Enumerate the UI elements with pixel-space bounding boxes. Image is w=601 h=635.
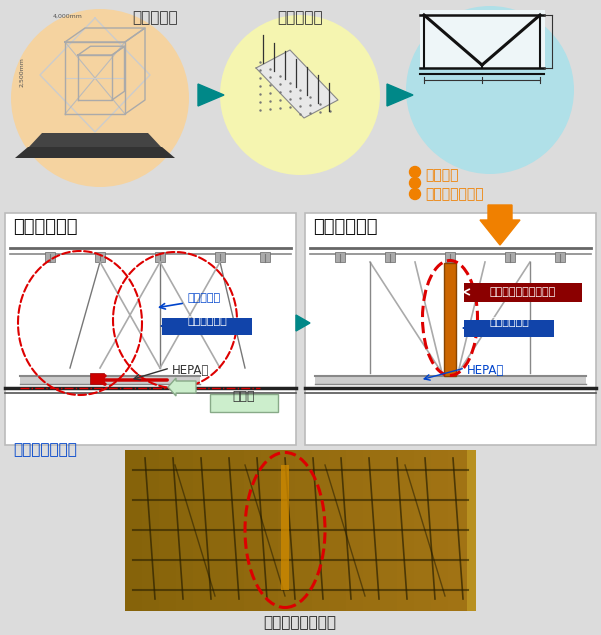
Bar [448,450,467,611]
Bar [155,252,165,262]
Text: 吊りボルト: 吊りボルト [187,293,220,303]
Text: 耐震ブレース: 耐震ブレース [489,317,529,327]
Polygon shape [256,50,338,118]
Bar [414,450,433,611]
Circle shape [409,166,421,178]
Bar [125,450,476,611]
Bar [295,450,314,611]
Text: 天井が浮上がる: 天井が浮上がる [13,442,77,457]
Bar [312,450,331,611]
Bar [464,320,554,337]
Text: 耐震支柱（座屈防止）: 耐震支柱（座屈防止） [490,287,556,297]
Bar [278,450,297,611]
Text: HEPA枠: HEPA枠 [467,364,504,377]
Bar [45,252,55,262]
Text: 耐震支柱あり: 耐震支柱あり [313,218,377,236]
Polygon shape [315,376,586,384]
Polygon shape [480,205,520,245]
Bar [215,252,225,262]
Bar [95,252,105,262]
Text: 反映して
独自の指針策定: 反映して 独自の指針策定 [425,168,484,201]
Circle shape [409,189,421,199]
Bar [445,252,455,262]
Polygon shape [28,133,162,148]
Bar [227,450,246,611]
Polygon shape [15,147,175,158]
Bar [210,394,278,412]
Bar [363,450,382,611]
Bar [380,450,399,611]
Bar [193,450,212,611]
Bar [125,450,144,611]
Text: 耐震支柱設置事例: 耐震支柱設置事例 [263,615,337,630]
Text: 4,000mm: 4,000mm [53,14,83,19]
Bar [305,213,596,445]
Ellipse shape [220,15,380,175]
Text: 耐震ブレース: 耐震ブレース [187,316,227,326]
Polygon shape [296,315,310,331]
Bar [329,450,348,611]
Bar [142,450,161,611]
Polygon shape [198,84,224,106]
Bar [162,318,252,335]
Ellipse shape [11,9,189,187]
Bar [444,263,456,376]
Text: 分析・解析: 分析・解析 [277,10,323,25]
Bar [464,283,582,302]
Ellipse shape [406,6,574,174]
Bar [335,252,345,262]
Polygon shape [20,376,200,384]
Circle shape [409,178,421,189]
Bar [176,450,195,611]
Bar [210,450,229,611]
FancyArrow shape [168,378,196,396]
Bar [385,252,395,262]
Bar [244,450,263,611]
Bar [397,450,416,611]
Text: 2,500mm: 2,500mm [19,57,25,87]
Bar [346,450,365,611]
Bar [505,252,515,262]
Bar [260,252,270,262]
Bar [431,450,450,611]
Bar [420,10,545,68]
Bar [261,450,280,611]
Bar [5,213,296,445]
Bar [555,252,565,262]
Bar [281,465,289,590]
Bar [159,450,178,611]
Text: HEPA枠: HEPA枠 [172,364,209,377]
Text: 地震力: 地震力 [233,389,255,403]
Text: 振動台実験: 振動台実験 [132,10,178,25]
Bar [90,373,104,384]
Polygon shape [387,84,413,106]
Text: 耐震支柱なし: 耐震支柱なし [13,218,78,236]
